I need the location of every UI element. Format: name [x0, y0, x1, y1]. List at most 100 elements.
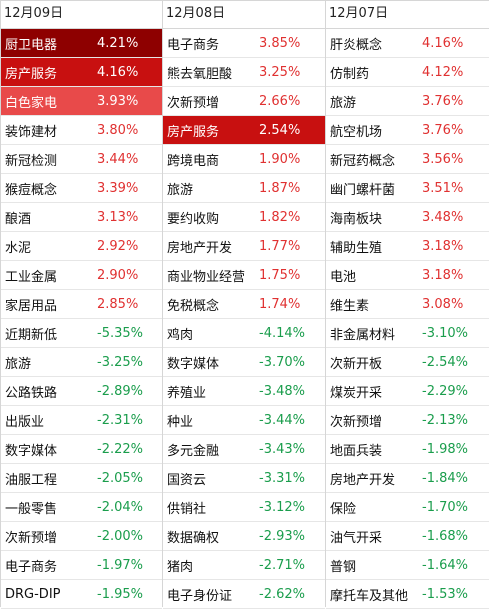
- sector-change-percent: 3.76%: [422, 122, 464, 138]
- sector-name: 跨境电商: [167, 153, 220, 169]
- sector-change-percent: 1.90%: [259, 151, 301, 167]
- sector-row[interactable]: 电子商务 3.85%: [163, 29, 325, 58]
- sector-row[interactable]: 辅助生殖 3.18%: [326, 232, 489, 261]
- sector-name: 海南板块: [330, 211, 383, 227]
- sector-row[interactable]: 白色家电 3.93%: [1, 87, 162, 116]
- sector-change-percent: -1.70%: [422, 499, 468, 515]
- sector-row[interactable]: 非金属材料 -3.10%: [326, 319, 489, 348]
- sector-row[interactable]: 新冠药概念 3.56%: [326, 145, 489, 174]
- sector-row[interactable]: 房产服务 2.54%: [163, 116, 325, 145]
- sector-name: 维生素: [330, 298, 370, 314]
- sector-row[interactable]: 旅游 -3.25%: [1, 348, 162, 377]
- sector-row[interactable]: 家居用品 2.85%: [1, 290, 162, 319]
- column-date-header: 12月08日: [163, 1, 325, 29]
- sector-row[interactable]: 鸡肉 -4.14%: [163, 319, 325, 348]
- sector-name: 普钢: [330, 559, 357, 575]
- sector-row[interactable]: 次新预增 2.66%: [163, 87, 325, 116]
- sector-row[interactable]: 工业金属 2.90%: [1, 261, 162, 290]
- sector-row[interactable]: 地面兵装 -1.98%: [326, 435, 489, 464]
- sector-row[interactable]: 养殖业 -3.48%: [163, 377, 325, 406]
- sector-name: 鸡肉: [167, 327, 194, 343]
- date-column: 12月08日 电子商务 3.85% 熊去氧胆酸 3.25% 次新预增 2.66% 房产服务 2…: [163, 1, 326, 609]
- sector-row[interactable]: 装饰建材 3.80%: [1, 116, 162, 145]
- sector-row[interactable]: 免税概念 1.74%: [163, 290, 325, 319]
- sector-change-percent: 3.39%: [97, 180, 139, 196]
- sector-row[interactable]: 供销社 -3.12%: [163, 493, 325, 522]
- sector-row[interactable]: 熊去氧胆酸 3.25%: [163, 58, 325, 87]
- sector-name: 家居用品: [5, 298, 58, 314]
- date-column: 12月09日 厨卫电器 4.21% 房产服务 4.16% 白色家电 3.93% 装饰建材 3.…: [0, 1, 163, 609]
- sector-row[interactable]: 酿酒 3.13%: [1, 203, 162, 232]
- sector-row[interactable]: 出版业 -2.31%: [1, 406, 162, 435]
- sector-row[interactable]: 幽门螺杆菌 3.51%: [326, 174, 489, 203]
- sector-row[interactable]: 跨境电商 1.90%: [163, 145, 325, 174]
- sector-row[interactable]: 电子身份证 -2.62%: [163, 580, 325, 609]
- sector-row[interactable]: 旅游 3.76%: [326, 87, 489, 116]
- sector-row[interactable]: 仿制药 4.12%: [326, 58, 489, 87]
- sector-row[interactable]: 数据确权 -2.93%: [163, 522, 325, 551]
- sector-row[interactable]: 猴痘概念 3.39%: [1, 174, 162, 203]
- sector-change-percent: -3.31%: [259, 470, 305, 486]
- sector-name: 要约收购: [167, 211, 220, 227]
- sector-name: 幽门螺杆菌: [330, 182, 396, 198]
- sector-row[interactable]: 电子商务 -1.97%: [1, 551, 162, 580]
- sector-row[interactable]: 油服工程 -2.05%: [1, 464, 162, 493]
- sector-row[interactable]: 次新预增 -2.13%: [326, 406, 489, 435]
- sector-row[interactable]: 海南板块 3.48%: [326, 203, 489, 232]
- sector-row[interactable]: 航空机场 3.76%: [326, 116, 489, 145]
- sector-row[interactable]: 保险 -1.70%: [326, 493, 489, 522]
- sector-row[interactable]: 厨卫电器 4.21%: [1, 29, 162, 58]
- sector-name: 一般零售: [5, 501, 58, 517]
- sector-name: 电子商务: [167, 37, 220, 53]
- sector-row[interactable]: 维生素 3.08%: [326, 290, 489, 319]
- column-date-header: 12月07日: [326, 1, 489, 29]
- sector-change-percent: 3.51%: [422, 180, 464, 196]
- sector-row[interactable]: 多元金融 -3.43%: [163, 435, 325, 464]
- sector-row[interactable]: 新冠检测 3.44%: [1, 145, 162, 174]
- sector-row[interactable]: 一般零售 -2.04%: [1, 493, 162, 522]
- sector-row[interactable]: 水泥 2.92%: [1, 232, 162, 261]
- sector-change-percent: -5.35%: [97, 325, 143, 341]
- sector-change-percent: 3.56%: [422, 151, 464, 167]
- sector-row[interactable]: 房地产开发 1.77%: [163, 232, 325, 261]
- sector-row[interactable]: 电池 3.18%: [326, 261, 489, 290]
- sector-row[interactable]: 次新预增 -2.00%: [1, 522, 162, 551]
- sector-row[interactable]: 公路铁路 -2.89%: [1, 377, 162, 406]
- sector-change-percent: -1.97%: [97, 557, 143, 573]
- sector-change-percent: -4.14%: [259, 325, 305, 341]
- sector-name: 油气开采: [330, 530, 383, 546]
- sector-name: 旅游: [330, 95, 357, 111]
- sector-change-percent: -2.00%: [97, 528, 143, 544]
- sector-change-percent: -2.22%: [97, 441, 143, 457]
- sector-name: 电子身份证: [167, 588, 233, 604]
- sector-row[interactable]: 近期新低 -5.35%: [1, 319, 162, 348]
- sector-name: 次新预增: [5, 530, 58, 546]
- sector-name: 房产服务: [5, 66, 58, 82]
- sector-row[interactable]: 猪肉 -2.71%: [163, 551, 325, 580]
- sector-name: DRG-DIP: [5, 586, 61, 602]
- sector-row[interactable]: 要约收购 1.82%: [163, 203, 325, 232]
- sector-row[interactable]: 国资云 -3.31%: [163, 464, 325, 493]
- sector-row[interactable]: 摩托车及其他 -1.53%: [326, 580, 489, 609]
- sector-list: 肝炎概念 4.16% 仿制药 4.12% 旅游 3.76% 航空机场 3.76% 新冠药概念 3.…: [326, 29, 489, 609]
- sector-row[interactable]: 旅游 1.87%: [163, 174, 325, 203]
- sector-row[interactable]: 煤炭开采 -2.29%: [326, 377, 489, 406]
- sector-row[interactable]: 商业物业经营 1.75%: [163, 261, 325, 290]
- sector-name: 猴痘概念: [5, 182, 58, 198]
- sector-change-percent: 2.85%: [97, 296, 139, 312]
- sector-row[interactable]: 数字媒体 -3.70%: [163, 348, 325, 377]
- sector-row[interactable]: 房地产开发 -1.84%: [326, 464, 489, 493]
- sector-name: 熊去氧胆酸: [167, 66, 233, 82]
- sector-row[interactable]: 数字媒体 -2.22%: [1, 435, 162, 464]
- sector-row[interactable]: 肝炎概念 4.16%: [326, 29, 489, 58]
- sector-name: 次新预增: [167, 95, 220, 111]
- sector-row[interactable]: DRG-DIP -1.95%: [1, 580, 162, 609]
- sector-row[interactable]: 房产服务 4.16%: [1, 58, 162, 87]
- sector-row[interactable]: 油气开采 -1.68%: [326, 522, 489, 551]
- sector-change-percent: 4.12%: [422, 64, 464, 80]
- sector-change-percent: 4.21%: [97, 35, 139, 51]
- sector-row[interactable]: 普钢 -1.64%: [326, 551, 489, 580]
- sector-row[interactable]: 次新开板 -2.54%: [326, 348, 489, 377]
- sector-row[interactable]: 种业 -3.44%: [163, 406, 325, 435]
- sector-change-percent: -3.48%: [259, 383, 305, 399]
